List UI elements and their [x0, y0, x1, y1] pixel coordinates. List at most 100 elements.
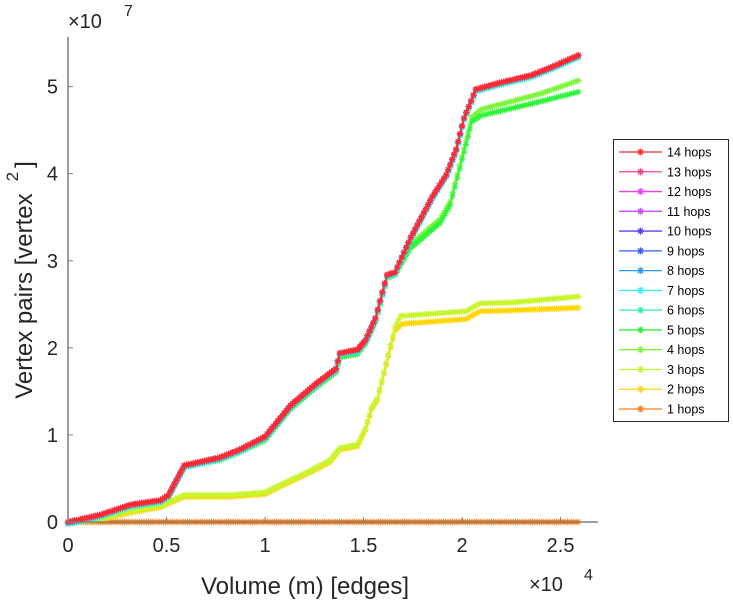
y-axis-label-end: ] — [11, 161, 38, 168]
svg-text:Vertex pairs [vertex2]: Vertex pairs [vertex 2] — [3, 161, 38, 399]
y-tick-label: 5 — [47, 77, 58, 99]
legend-label: 6 hops — [667, 304, 705, 318]
series-markers — [64, 52, 582, 526]
legend-items: 14 hops 13 hops 12 hops 11 hops 10 hops 9 hop… — [619, 146, 711, 417]
series-line — [67, 54, 579, 523]
y-tick-label: 4 — [47, 164, 58, 186]
x-tick-label: 0 — [62, 535, 73, 557]
legend-label: 2 hops — [667, 383, 705, 397]
series-markers — [64, 52, 582, 526]
legend-label: 8 hops — [667, 264, 705, 278]
legend-item: 6 hops — [619, 304, 705, 318]
legend-label: 7 hops — [667, 284, 705, 298]
y-axis-label: Vertex pairs [vertex 2] — [3, 161, 38, 399]
legend-label: 9 hops — [667, 244, 705, 258]
legend-item: 12 hops — [619, 185, 711, 199]
legend-item: 5 hops — [619, 323, 705, 337]
legend-marker — [637, 227, 644, 235]
x-tick-label: 2 — [456, 535, 467, 557]
legend-label: 5 hops — [667, 323, 705, 337]
legend-marker — [637, 306, 644, 314]
series-line — [67, 295, 579, 523]
y-axis-label-sup: 2 — [3, 172, 22, 181]
series-markers — [64, 52, 582, 526]
y-multiplier-exp: 7 — [124, 3, 133, 20]
series-line — [67, 54, 579, 523]
legend-marker — [637, 286, 644, 294]
legend-marker — [637, 247, 644, 255]
series-line — [67, 91, 579, 523]
legend-box — [613, 139, 729, 422]
series-2-hops — [64, 304, 582, 526]
x-axis-label: Volume (m) [edges] — [201, 573, 409, 600]
legend-item: 2 hops — [619, 383, 705, 397]
series-7-hops — [64, 53, 582, 527]
legend-marker — [637, 326, 644, 334]
series-11-hops — [64, 52, 582, 526]
y-axis-label-main: Vertex pairs [vertex — [11, 193, 38, 398]
y-ticks: 0 1 2 3 4 5 — [47, 77, 73, 534]
series-3-hops — [64, 293, 582, 526]
series-12-hops — [64, 52, 582, 526]
series-line — [67, 54, 579, 523]
x-multiplier-exp: 4 — [584, 567, 593, 584]
legend-item: 10 hops — [619, 225, 711, 239]
series-markers — [64, 54, 582, 528]
legend-label: 4 hops — [667, 343, 705, 357]
series-line — [67, 54, 579, 523]
series-9-hops — [64, 52, 582, 526]
series-markers — [64, 52, 582, 526]
y-multiplier-base: ×10 — [68, 11, 102, 33]
legend-item: 11 hops — [619, 205, 711, 219]
legend-marker — [637, 168, 644, 176]
legend-marker — [637, 385, 644, 393]
legend-item: 8 hops — [619, 264, 705, 278]
x-multiplier-base: ×10 — [529, 574, 563, 596]
legend-label: 11 hops — [667, 205, 711, 219]
y-tick-label: 0 — [47, 512, 58, 534]
series-markers — [64, 52, 582, 526]
legend-label: 10 hops — [667, 225, 711, 239]
x-tick-label: 2.5 — [547, 535, 575, 557]
legend-marker — [637, 148, 644, 156]
legend-item: 3 hops — [619, 363, 705, 377]
series-line — [67, 56, 579, 525]
series-layer — [64, 52, 582, 528]
series-line — [67, 55, 579, 525]
x-tick-label: 0.5 — [153, 535, 181, 557]
y-tick-label: 3 — [47, 251, 58, 273]
series-markers — [64, 52, 582, 526]
x-ticks: 0 0.5 1 1.5 2 2.5 — [62, 517, 574, 557]
series-markers — [64, 52, 582, 526]
legend-label: 1 hops — [667, 403, 705, 417]
series-line — [67, 307, 579, 523]
legend-item: 7 hops — [619, 284, 705, 298]
series-markers — [64, 53, 582, 527]
legend: 14 hops 13 hops 12 hops 11 hops 10 hops 9 hop… — [613, 139, 729, 422]
y-tick-label: 2 — [47, 338, 58, 360]
legend-marker — [637, 365, 644, 373]
series-markers — [64, 88, 582, 526]
legend-item: 1 hops — [619, 403, 705, 417]
x-tick-label: 1 — [259, 535, 270, 557]
legend-label: 12 hops — [667, 185, 711, 199]
legend-marker — [637, 346, 644, 354]
legend-item: 14 hops — [619, 146, 711, 160]
y-tick-label: 1 — [47, 425, 58, 447]
series-line — [67, 54, 579, 523]
series-6-hops — [64, 54, 582, 528]
legend-marker — [637, 405, 644, 413]
legend-label: 13 hops — [667, 165, 711, 179]
axes: 0 0.5 1 1.5 2 2.5 0 1 2 3 4 5 — [47, 37, 598, 557]
series-14-hops — [64, 52, 582, 526]
series-5-hops — [64, 88, 582, 526]
series-13-hops — [64, 52, 582, 526]
series-8-hops — [64, 52, 582, 526]
series-10-hops — [64, 52, 582, 526]
x-tick-label: 1.5 — [350, 535, 378, 557]
legend-label: 3 hops — [667, 363, 705, 377]
legend-item: 9 hops — [619, 244, 705, 258]
legend-item: 13 hops — [619, 165, 711, 179]
legend-marker — [637, 188, 644, 196]
